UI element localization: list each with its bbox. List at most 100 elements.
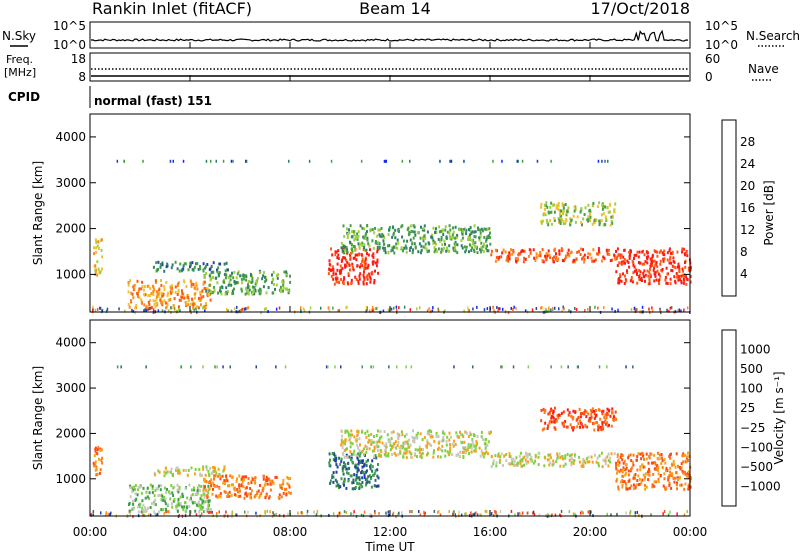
heatmap-cell (378, 247, 381, 251)
heatmap-cell (511, 252, 514, 256)
heatmap-cell (155, 269, 158, 273)
heatmap-cell (400, 246, 403, 250)
heatmap-cell (164, 301, 167, 305)
heatmap-cell (538, 513, 541, 517)
heatmap-cell (376, 258, 379, 262)
heatmap-cell (196, 492, 199, 496)
heatmap-cell (601, 207, 604, 211)
heatmap-cell (383, 248, 386, 252)
heatmap-cell (101, 456, 104, 460)
heatmap-cell (203, 477, 205, 481)
heatmap-cell (144, 496, 147, 500)
heatmap-cell (371, 239, 374, 243)
heatmap-cell (195, 281, 198, 285)
heatmap-cell (199, 299, 202, 302)
heatmap-cell (336, 480, 339, 484)
heatmap-cell (579, 412, 582, 416)
heatmap-cell (505, 452, 508, 456)
heatmap-cell (236, 305, 238, 309)
heatmap-cell (553, 417, 556, 421)
heatmap-cell (547, 308, 550, 312)
heatmap-cell (551, 463, 554, 467)
heatmap-cell (178, 513, 181, 517)
heatmap-cell (371, 305, 374, 309)
heatmap-cell (427, 432, 430, 436)
heatmap-cell (551, 222, 553, 226)
heatmap-cell (205, 302, 207, 305)
heatmap-cell (529, 251, 532, 255)
heatmap-cell (363, 473, 366, 476)
heatmap-cell (373, 231, 376, 235)
heatmap-cell (548, 421, 551, 425)
heatmap-cell (163, 470, 166, 474)
heatmap-cell (480, 449, 483, 453)
heatmap-cell (521, 464, 524, 468)
heatmap-cell (557, 416, 560, 420)
heatmap-cell (632, 271, 635, 275)
heatmap-cell (497, 454, 500, 458)
heatmap-cell (355, 478, 358, 482)
heatmap-cell (444, 309, 446, 313)
heatmap-cell (503, 454, 506, 458)
heatmap-cell (209, 293, 211, 296)
heatmap-cell (462, 446, 464, 450)
heatmap-cell (347, 272, 350, 276)
heatmap-cell (458, 228, 461, 232)
heatmap-cell (357, 452, 359, 456)
heatmap-cell (364, 444, 367, 448)
heatmap-cell (558, 252, 561, 256)
heatmap-cell (185, 296, 188, 300)
heatmap-cell (653, 480, 656, 484)
heatmap-cell (467, 228, 470, 232)
heatmap-cell (132, 502, 135, 506)
heatmap-cell (609, 460, 611, 464)
heatmap-cell (483, 242, 486, 246)
heatmap-cell (682, 269, 684, 273)
heatmap-cell (118, 307, 120, 311)
heatmap-cell (420, 456, 423, 460)
heatmap-cell (432, 455, 435, 459)
heatmap-cell (342, 465, 345, 468)
heatmap-cell (346, 467, 349, 471)
heatmap-cell (176, 509, 179, 513)
heatmap-cell (347, 472, 350, 476)
heatmap-cell (247, 492, 250, 496)
heatmap-cell (385, 442, 388, 446)
heatmap-cell (215, 494, 218, 498)
heatmap-cell (666, 282, 669, 285)
heatmap-cell (528, 248, 531, 252)
heatmap-cell (539, 251, 542, 254)
heatmap-cell (639, 278, 642, 282)
heatmap-cell (349, 445, 352, 449)
heatmap-cell (591, 410, 594, 414)
heatmap-cell (223, 262, 226, 266)
heatmap-cell (375, 484, 378, 488)
heatmap-cell (142, 288, 145, 292)
heatmap-cell (97, 240, 100, 244)
heatmap-cell (156, 487, 159, 491)
heatmap-cell (259, 494, 262, 497)
heatmap-cell (593, 416, 596, 420)
heatmap-cell (422, 245, 425, 249)
heatmap-cell (395, 308, 398, 312)
x-tick-label: 16:00 (473, 525, 508, 539)
heatmap-cell (587, 252, 590, 256)
heatmap-cell (332, 475, 335, 479)
heatmap-cell (158, 470, 161, 474)
heatmap-cell (348, 466, 351, 470)
heatmap-cell (170, 286, 172, 290)
heatmap-cell (343, 483, 345, 487)
heatmap-cell (601, 213, 603, 217)
heatmap-cell (277, 273, 280, 277)
heatmap-cell (374, 240, 377, 243)
heatmap-cell (617, 485, 620, 489)
heatmap-cell (193, 501, 196, 504)
heatmap-cell (357, 281, 360, 285)
heatmap-cell (177, 500, 180, 504)
heatmap-cell (369, 248, 371, 252)
heatmap-cell (149, 306, 151, 310)
heatmap-cell (376, 234, 379, 238)
heatmap-cell (590, 412, 593, 416)
heatmap-cell (663, 472, 666, 476)
heatmap-cell (581, 510, 583, 514)
